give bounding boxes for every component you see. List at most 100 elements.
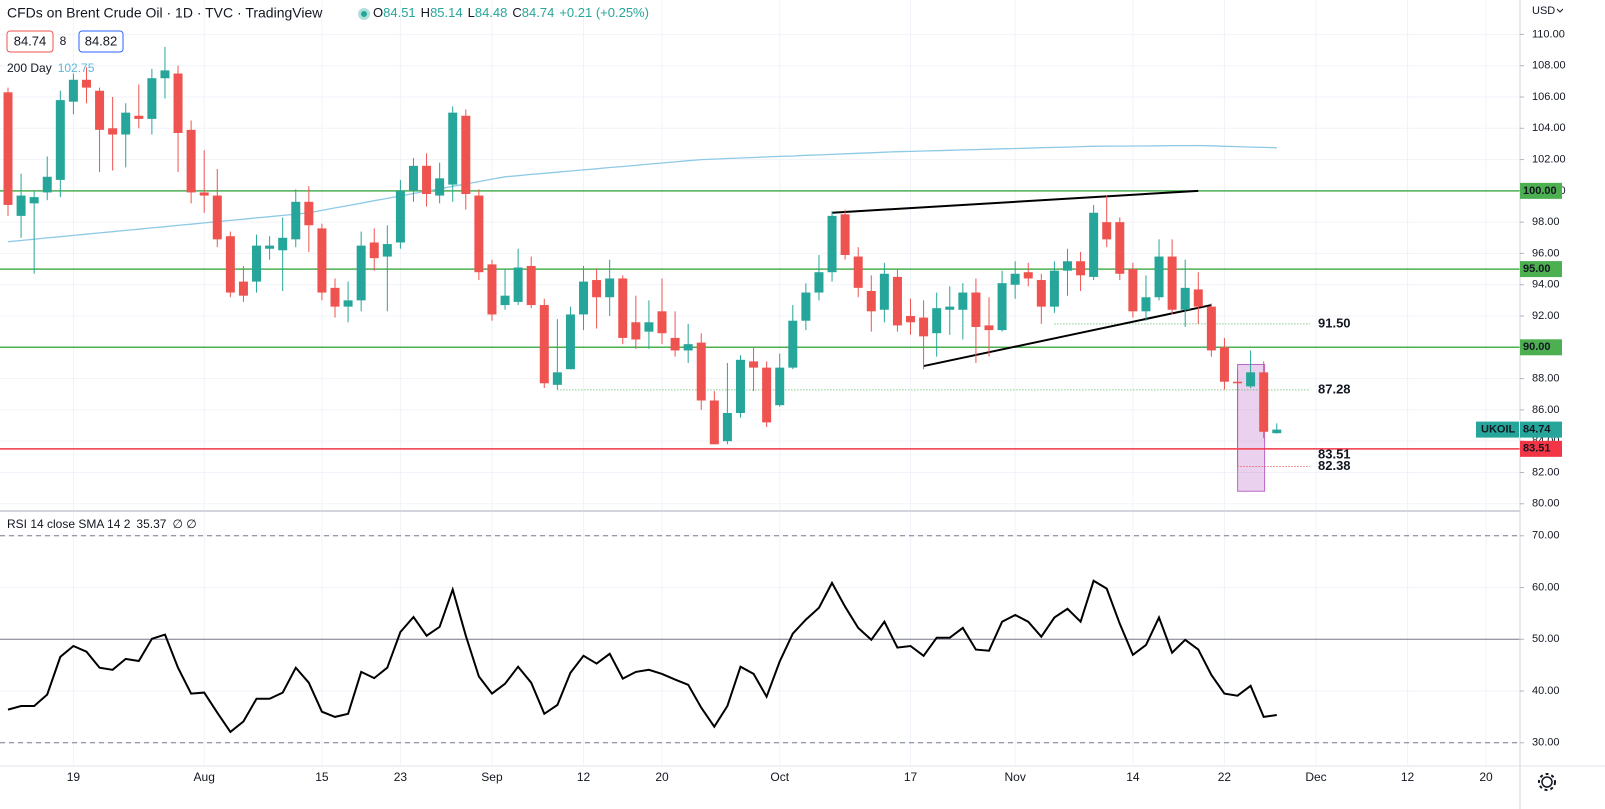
candle-body <box>1219 347 1229 382</box>
candle-body <box>461 115 471 194</box>
candle-body <box>579 281 589 315</box>
candle-body <box>735 359 745 414</box>
ask: 84.82 <box>85 33 118 48</box>
ohlc-value: 84.74 <box>522 5 555 20</box>
candle-body <box>722 413 732 442</box>
ohlc-key: L <box>468 5 475 20</box>
y-tick-label: 86.00 <box>1532 404 1560 416</box>
candle-body <box>1076 261 1086 276</box>
candle-body <box>618 278 628 338</box>
candle-body <box>225 236 235 293</box>
candle-body <box>487 264 497 315</box>
ohlc-key: H <box>421 5 430 20</box>
ma-name: 200 Day <box>7 61 52 75</box>
candle-body <box>356 245 366 301</box>
candle-body <box>42 176 52 193</box>
candle-body <box>971 292 981 327</box>
plot <box>0 46 1520 744</box>
candle-body <box>395 190 405 243</box>
y-tick-label: 88.00 <box>1532 372 1560 384</box>
candle-body <box>526 265 536 306</box>
level-tag-label: 100.00 <box>1523 185 1557 197</box>
candle-body <box>160 70 170 79</box>
candle-body <box>1272 429 1282 434</box>
gear[interactable] <box>1541 776 1553 788</box>
candle-body <box>749 361 759 368</box>
candle-body <box>775 367 785 406</box>
candle-body <box>592 280 602 298</box>
candle-body <box>906 316 916 323</box>
candle-body <box>448 112 458 185</box>
y-tick-label: 102.00 <box>1532 153 1566 165</box>
candle-body <box>1089 212 1099 277</box>
level-tag <box>1520 339 1562 356</box>
candle-body <box>840 214 850 255</box>
candle-body <box>1246 372 1256 387</box>
bid-box[interactable] <box>6 30 54 53</box>
ohlc-value: 84.48 <box>475 5 508 20</box>
candle-body <box>984 325 994 331</box>
candle-body <box>265 245 275 249</box>
rsi-value: 35.37 <box>136 517 166 531</box>
dotted-level-label: 87.28 <box>1318 381 1351 396</box>
candle-body <box>173 73 183 133</box>
ohlc-value: 85.14 <box>430 5 463 20</box>
candle-body <box>199 192 209 196</box>
ohlc-value: 84.51 <box>383 5 416 20</box>
rsi-tick-label: 30.00 <box>1532 737 1560 749</box>
rsi-extra: ∅ ∅ <box>172 517 196 531</box>
candle-body <box>657 311 667 334</box>
x-tick-label: Nov <box>1004 770 1025 784</box>
currency[interactable]: USD <box>1532 5 1555 17</box>
candle-body <box>866 290 876 312</box>
change: +0.21 (+0.25%) <box>559 5 649 20</box>
x-tick-label: Dec <box>1305 770 1326 784</box>
candle-body <box>696 342 706 401</box>
y-tick-label: 94.00 <box>1532 279 1560 291</box>
ma-value: 102.75 <box>58 61 95 75</box>
candle-body <box>1180 287 1190 310</box>
bid: 84.74 <box>14 33 47 48</box>
candle-body <box>382 244 392 257</box>
candle-body <box>919 317 929 337</box>
rsi-tick-label: 70.00 <box>1532 530 1560 542</box>
candle-body <box>1128 269 1138 312</box>
rsi-tick-label: 50.00 <box>1532 633 1560 645</box>
candle-body <box>814 272 824 293</box>
ma-legend: 200 Day 102.75 <box>7 61 95 75</box>
candle-body <box>1141 297 1151 312</box>
ask-box[interactable] <box>78 30 124 53</box>
x-tick-label: 22 <box>1218 770 1232 784</box>
candle-body <box>1049 270 1059 307</box>
settings-icon[interactable] <box>1538 773 1556 791</box>
candle-body <box>683 344 693 351</box>
level-tag-label: 95.00 <box>1523 263 1551 275</box>
candle-body <box>879 273 889 310</box>
candle-body <box>68 79 78 102</box>
level-tag <box>1520 261 1562 278</box>
y-tick-label: 110.00 <box>1532 28 1565 40</box>
gear-teeth[interactable] <box>1538 773 1556 791</box>
y-tick-label: 106.00 <box>1532 91 1566 103</box>
level-tag-label: 83.51 <box>1523 443 1551 455</box>
candle-body <box>121 112 131 135</box>
x-tick-label: 23 <box>394 770 408 784</box>
candle-body <box>552 372 562 385</box>
level-tag <box>1520 182 1562 199</box>
x-tick-label: 15 <box>315 770 329 784</box>
candle-body <box>1206 306 1216 351</box>
candle-body <box>29 197 39 204</box>
candle-body <box>330 287 340 307</box>
candle-body <box>762 367 772 423</box>
candle-body <box>565 314 575 370</box>
candle-body <box>252 245 262 282</box>
y-tick-label: 108.00 <box>1532 60 1566 72</box>
candle-body <box>709 400 719 445</box>
ohlc: O84.51 H85.14 L84.48 C84.74 +0.21 (+0.25%) <box>373 5 649 20</box>
candle-body <box>278 237 288 251</box>
y-tick-label: 98.00 <box>1532 216 1560 228</box>
candle-body <box>1167 256 1177 310</box>
candle-body <box>500 295 510 306</box>
